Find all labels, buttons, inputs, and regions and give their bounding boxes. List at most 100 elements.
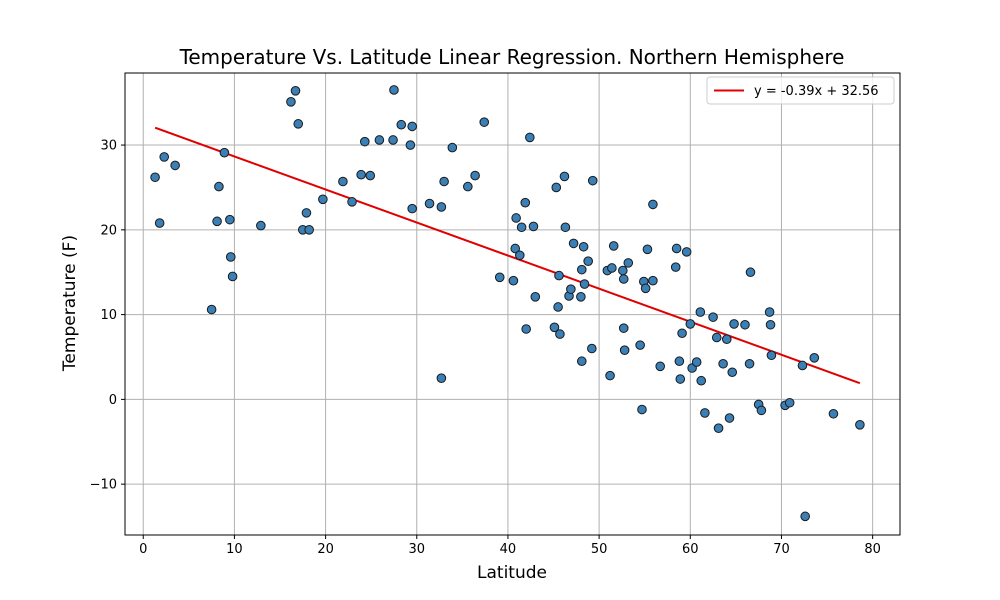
data-point: [576, 291, 586, 302]
data-point: [347, 197, 357, 207]
data-point: [301, 208, 312, 218]
x-tick-label: 50: [591, 542, 608, 557]
data-point: [608, 241, 619, 251]
data-point: [494, 272, 505, 283]
data-point: [463, 181, 473, 192]
data-point: [766, 350, 777, 361]
data-point: [784, 397, 795, 408]
data-point: [560, 222, 571, 233]
data-point: [648, 199, 658, 210]
data-point: [559, 171, 570, 182]
data-point: [356, 169, 366, 180]
data-point: [225, 252, 236, 262]
data-point: [389, 85, 399, 95]
data-point: [605, 370, 615, 381]
data-point: [470, 170, 480, 181]
data-point: [304, 225, 314, 235]
data-point: [396, 119, 407, 130]
data-point: [711, 332, 722, 343]
data-point: [520, 197, 531, 208]
data-point: [724, 413, 735, 423]
data-point: [293, 119, 304, 129]
x-tick-label: 40: [500, 542, 517, 557]
data-point: [708, 312, 718, 322]
regression-layer: [154, 126, 861, 385]
data-point: [225, 214, 235, 225]
data-point: [619, 345, 630, 356]
data-point: [713, 423, 724, 433]
data-point: [256, 220, 266, 231]
data-point: [729, 319, 739, 329]
x-tick-label: 80: [864, 542, 881, 557]
y-tick-label: 10: [100, 308, 117, 323]
data-point: [640, 283, 651, 294]
data-point: [388, 135, 398, 145]
data-point: [675, 374, 686, 384]
data-point: [436, 202, 447, 212]
data-point: [439, 176, 449, 187]
data-point: [555, 329, 565, 339]
data-point: [740, 319, 750, 330]
data-point: [525, 132, 535, 143]
y-tick-label: 30: [100, 139, 117, 154]
data-point: [695, 307, 706, 317]
data-point: [365, 170, 376, 181]
data-point: [424, 198, 435, 209]
data-point: [566, 284, 576, 294]
data-point: [407, 121, 418, 132]
data-point: [583, 256, 593, 266]
data-point: [670, 262, 681, 272]
data-point: [286, 97, 296, 107]
data-point: [154, 218, 165, 228]
data-point: [374, 135, 385, 145]
data-point: [521, 324, 531, 334]
data-point: [227, 271, 238, 282]
data-point: [691, 357, 702, 367]
y-axis-label: Temperature (F): [60, 235, 80, 372]
data-point: [405, 140, 416, 150]
data-point: [290, 86, 301, 96]
data-point: [800, 511, 810, 522]
grid: [125, 73, 900, 535]
data-point: [508, 275, 519, 286]
data-point: [828, 408, 839, 419]
x-tick-label: 60: [682, 542, 699, 557]
data-point: [407, 203, 418, 214]
legend-regression-label: y = -0.39x + 32.56: [754, 84, 879, 99]
x-axis-label: Latitude: [477, 563, 547, 583]
data-point: [578, 241, 589, 252]
data-point: [696, 375, 707, 386]
data-point: [159, 152, 170, 162]
data-point: [338, 176, 348, 187]
data-point: [756, 405, 767, 416]
data-point: [579, 279, 590, 289]
data-point: [436, 373, 447, 383]
data-point: [219, 147, 230, 158]
data-point: [318, 194, 328, 205]
data-points: [150, 85, 865, 522]
data-point: [718, 358, 728, 369]
legend-box: [706, 76, 895, 105]
data-point: [764, 307, 775, 317]
data-point: [635, 340, 645, 350]
legend: y = -0.39x + 32.56: [706, 76, 895, 105]
chart-title: Temperature Vs. Latitude Linear Regressi…: [179, 45, 845, 69]
data-point: [511, 213, 521, 223]
data-point: [797, 360, 808, 371]
data-point: [809, 353, 820, 363]
data-point: [549, 322, 560, 333]
data-point: [618, 323, 629, 333]
data-point: [170, 160, 180, 171]
data-point: [685, 319, 696, 329]
data-point: [671, 243, 682, 254]
data-point: [765, 319, 776, 330]
data-point: [744, 358, 755, 369]
data-point: [576, 264, 587, 275]
x-tick-label: 20: [317, 542, 334, 557]
x-tick-label: 10: [226, 542, 243, 557]
data-point: [587, 343, 597, 354]
data-point: [150, 172, 160, 183]
data-point: [214, 181, 224, 192]
data-point: [681, 247, 692, 257]
